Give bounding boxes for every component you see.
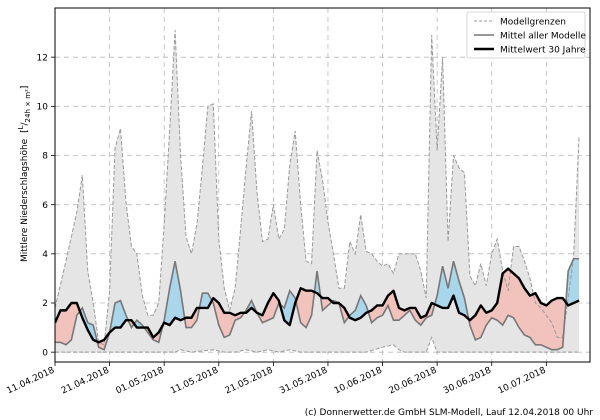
y-axis-unit-num: L <box>17 125 25 129</box>
y-tick-label: 8 <box>42 152 48 162</box>
y-tick-label: 2 <box>42 299 48 309</box>
y-tick-label: 12 <box>37 53 48 63</box>
x-tick-label: 31.05.2018 <box>278 366 329 397</box>
x-tick-label: 10.07.2018 <box>497 366 548 397</box>
x-tick-label: 11.05.2018 <box>169 366 220 397</box>
y-axis-label-text: Mittlere Niederschlagshöhe <box>20 138 30 262</box>
x-tick-label: 21.04.2018 <box>60 366 111 397</box>
plot-frame <box>54 7 591 363</box>
x-tick-label: 10.06.2018 <box>333 366 384 397</box>
model-range-upper-line <box>55 30 580 346</box>
legend-box <box>466 11 586 59</box>
y-axis-unit-den: 24h × m² <box>24 89 32 122</box>
x-tick-label: 21.05.2018 <box>224 366 275 397</box>
y-tick-label: 10 <box>37 103 49 113</box>
legend-label-mean: Mittel aller Modelle <box>500 32 586 42</box>
y-axis-label: Mittlere Niederschlagshöhe [L/24h × m²] <box>17 86 32 262</box>
y-tick-label: 0 <box>42 348 48 358</box>
x-tick-label: 01.05.2018 <box>115 366 166 397</box>
y-axis: 0 2 4 6 8 10 12 <box>37 53 55 358</box>
credit-line: (c) Donnerwetter.de GmbH SLM-Modell, Lau… <box>305 408 594 418</box>
y-tick-label: 6 <box>42 201 48 211</box>
y-tick-label: 4 <box>42 250 48 260</box>
plot-area <box>55 30 580 353</box>
climate-mean-line <box>55 267 580 344</box>
x-tick-label: 11.04.2018 <box>5 366 56 397</box>
x-tick-label: 20.06.2018 <box>387 366 438 397</box>
model-mean-line <box>55 257 580 351</box>
legend-label-climate: Mittelwert 30 Jahre <box>500 46 586 56</box>
model-range-band <box>55 30 580 353</box>
legend-label-band: Modellgrenzen <box>500 18 566 28</box>
x-tick-label: 30.06.2018 <box>442 366 493 397</box>
legend: Modellgrenzen Mittel aller Modelle Mitte… <box>466 11 586 59</box>
x-axis: 11.04.2018 21.04.2018 01.05.2018 11.05.2018… <box>5 362 548 396</box>
model-range-lower-line <box>55 335 580 353</box>
